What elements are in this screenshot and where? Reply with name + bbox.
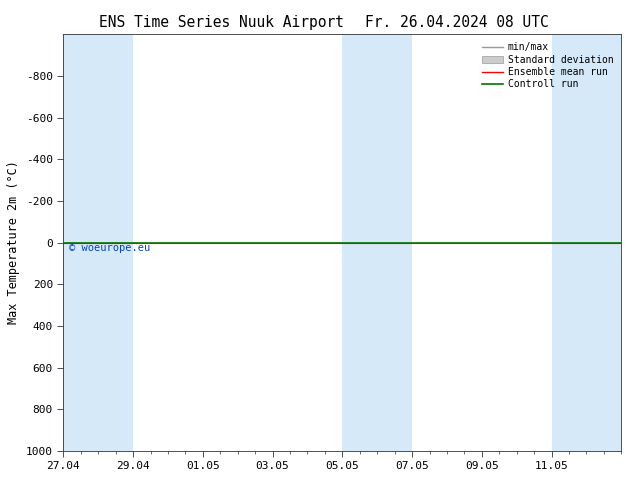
Text: ENS Time Series Nuuk Airport: ENS Time Series Nuuk Airport xyxy=(100,15,344,30)
Bar xyxy=(98,34,133,451)
Bar xyxy=(552,34,621,451)
Bar xyxy=(63,34,98,451)
Bar xyxy=(342,34,377,451)
Y-axis label: Max Temperature 2m (°C): Max Temperature 2m (°C) xyxy=(8,161,20,324)
Text: Fr. 26.04.2024 08 UTC: Fr. 26.04.2024 08 UTC xyxy=(365,15,548,30)
Bar xyxy=(377,34,412,451)
Text: © woeurope.eu: © woeurope.eu xyxy=(69,243,150,252)
Legend: min/max, Standard deviation, Ensemble mean run, Controll run: min/max, Standard deviation, Ensemble me… xyxy=(479,39,616,92)
